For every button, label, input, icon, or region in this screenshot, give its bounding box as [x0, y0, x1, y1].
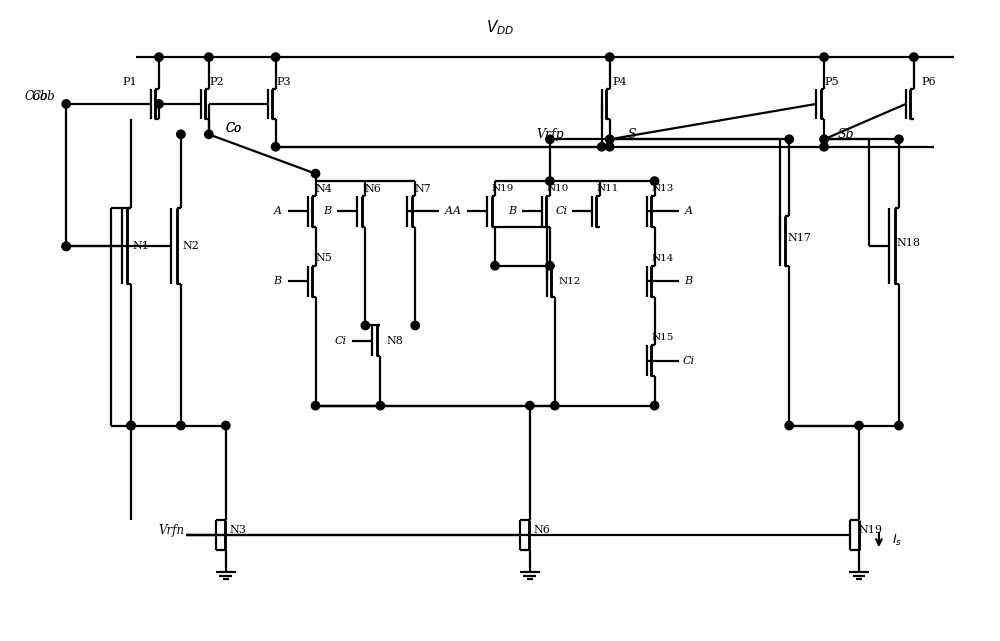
Text: N5: N5 [315, 253, 332, 263]
Circle shape [62, 242, 70, 251]
Circle shape [177, 130, 185, 138]
Circle shape [271, 53, 280, 62]
Circle shape [650, 177, 659, 185]
Text: P5: P5 [825, 77, 839, 87]
Text: B: B [684, 276, 693, 286]
Circle shape [127, 421, 135, 429]
Text: Sb: Sb [838, 128, 854, 141]
Text: N3: N3 [229, 525, 246, 535]
Circle shape [222, 421, 230, 429]
Text: P2: P2 [209, 77, 224, 87]
Text: N2: N2 [182, 241, 199, 251]
Text: P6: P6 [921, 77, 936, 87]
Text: N7: N7 [415, 183, 432, 194]
Circle shape [546, 262, 554, 270]
Circle shape [311, 401, 320, 410]
Circle shape [606, 142, 614, 151]
Circle shape [376, 401, 385, 410]
Circle shape [271, 142, 280, 151]
Text: Cob: Cob [31, 90, 55, 103]
Circle shape [820, 135, 828, 144]
Text: N4: N4 [315, 183, 332, 194]
Text: Co: Co [226, 122, 242, 135]
Text: B: B [508, 206, 516, 217]
Text: N15: N15 [651, 333, 674, 342]
Text: P4: P4 [612, 77, 627, 87]
Circle shape [491, 262, 499, 270]
Circle shape [205, 53, 213, 62]
Circle shape [62, 242, 70, 251]
Text: N19: N19 [859, 525, 883, 535]
Circle shape [650, 401, 659, 410]
Text: N12: N12 [559, 277, 581, 286]
Text: N17: N17 [787, 233, 811, 244]
Text: P3: P3 [276, 77, 291, 87]
Circle shape [127, 421, 135, 429]
Text: N11: N11 [597, 184, 619, 193]
Circle shape [855, 421, 863, 429]
Text: Ci: Ci [334, 336, 346, 346]
Circle shape [606, 53, 614, 62]
Text: N6: N6 [533, 525, 550, 535]
Text: N14: N14 [651, 254, 674, 263]
Circle shape [598, 142, 606, 151]
Circle shape [551, 401, 559, 410]
Text: $V_{DD}$: $V_{DD}$ [486, 18, 514, 37]
Text: N13: N13 [651, 184, 674, 193]
Text: A: A [453, 206, 461, 217]
Text: N6: N6 [365, 183, 382, 194]
Circle shape [411, 321, 419, 329]
Text: B: B [323, 206, 332, 217]
Circle shape [820, 142, 828, 151]
Text: P1: P1 [123, 77, 137, 87]
Circle shape [785, 135, 793, 144]
Text: N19: N19 [492, 184, 514, 193]
Text: N8: N8 [387, 336, 404, 346]
Text: A: A [274, 206, 282, 217]
Circle shape [155, 100, 163, 108]
Text: Vrfn: Vrfn [158, 524, 184, 537]
Text: N10: N10 [547, 184, 569, 193]
Text: Vrfp: Vrfp [536, 128, 564, 141]
Circle shape [526, 401, 534, 410]
Circle shape [820, 53, 828, 62]
Text: Cob: Cob [24, 90, 48, 103]
Text: B: B [274, 276, 282, 286]
Circle shape [361, 321, 370, 329]
Circle shape [910, 53, 918, 62]
Circle shape [606, 135, 614, 144]
Text: Ci: Ci [556, 206, 568, 217]
Text: Co: Co [226, 122, 242, 135]
Circle shape [895, 135, 903, 144]
Circle shape [546, 135, 554, 144]
Text: N1: N1 [133, 241, 149, 251]
Text: S: S [627, 128, 636, 141]
Text: $I_s$: $I_s$ [892, 533, 902, 547]
Text: Ci: Ci [682, 356, 694, 366]
Circle shape [62, 100, 70, 108]
Circle shape [785, 421, 793, 429]
Circle shape [155, 53, 163, 62]
Text: A: A [684, 206, 692, 217]
Circle shape [546, 177, 554, 185]
Circle shape [311, 169, 320, 178]
Text: N18: N18 [897, 238, 921, 248]
Circle shape [205, 130, 213, 138]
Circle shape [895, 421, 903, 429]
Text: A: A [445, 206, 453, 217]
Circle shape [177, 421, 185, 429]
